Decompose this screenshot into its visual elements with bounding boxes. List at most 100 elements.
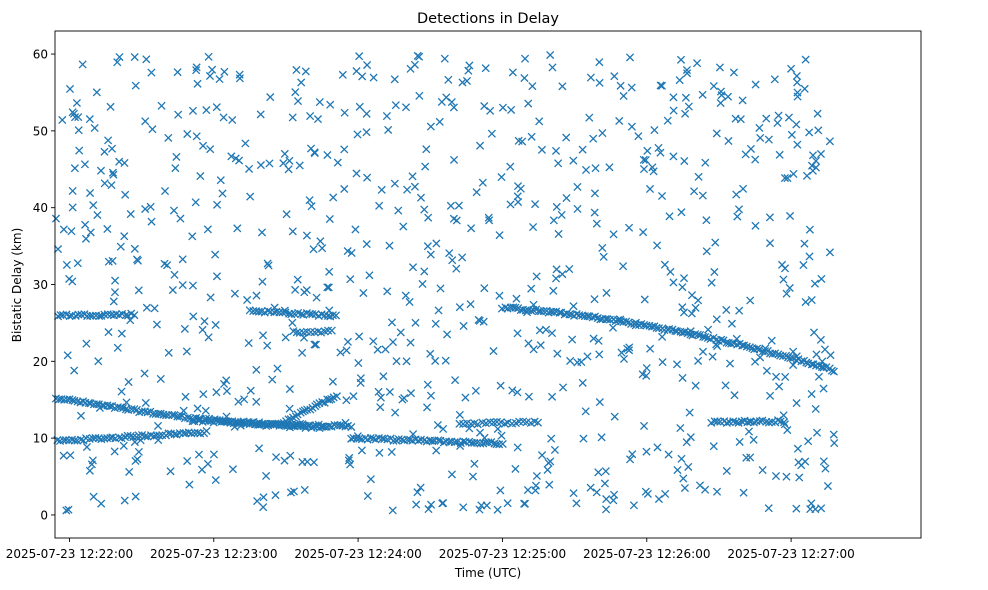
detection-marker <box>513 182 523 191</box>
detection-marker <box>363 60 372 70</box>
detection-marker <box>642 371 651 380</box>
detection-marker <box>173 68 182 77</box>
detection-marker <box>68 396 77 405</box>
detection-marker <box>482 501 491 510</box>
detection-marker <box>713 417 722 426</box>
detection-marker <box>610 490 619 499</box>
detection-marker <box>641 487 650 496</box>
detection-marker <box>653 241 662 250</box>
detection-marker <box>495 291 504 300</box>
detection-marker <box>639 228 648 237</box>
detection-marker <box>106 102 115 111</box>
detection-marker <box>619 262 628 271</box>
detection-marker <box>801 457 810 466</box>
detection-marker <box>380 434 389 444</box>
detection-marker <box>408 172 417 181</box>
detection-marker <box>506 200 515 209</box>
detection-marker <box>653 443 662 452</box>
detection-marker <box>786 353 795 363</box>
detection-marker <box>291 285 300 294</box>
detection-marker <box>405 297 414 307</box>
detection-marker <box>426 391 436 400</box>
detection-marker <box>406 338 415 347</box>
detection-marker <box>424 213 433 222</box>
detection-marker <box>113 343 122 352</box>
detection-marker <box>130 52 139 62</box>
detection-marker <box>536 341 545 350</box>
detection-marker <box>202 106 211 115</box>
detection-marker <box>384 125 393 134</box>
detection-marker <box>292 65 301 75</box>
detection-marker <box>814 126 823 135</box>
detection-marker <box>664 450 673 459</box>
detection-marker <box>732 190 741 199</box>
detection-marker <box>150 304 159 313</box>
detection-marker <box>597 433 606 442</box>
detection-marker <box>793 140 802 149</box>
detection-marker <box>147 217 156 226</box>
detection-marker <box>343 337 352 346</box>
detection-marker <box>420 267 429 276</box>
detection-marker <box>258 277 267 286</box>
detection-marker <box>787 130 796 139</box>
detection-marker <box>431 356 440 366</box>
detection-marker <box>648 163 657 172</box>
detection-marker <box>445 249 454 258</box>
detection-marker <box>785 283 794 293</box>
detection-marker <box>792 399 801 408</box>
detection-marker <box>436 284 445 293</box>
detection-marker <box>639 165 649 174</box>
detection-marker <box>825 137 834 146</box>
detection-marker <box>257 228 267 237</box>
x-tick-label: 2025-07-23 12:23:00 <box>150 547 277 561</box>
detection-marker <box>698 347 708 356</box>
detection-marker <box>100 179 109 188</box>
detection-marker <box>665 212 674 221</box>
detection-marker <box>558 270 567 279</box>
detection-marker <box>435 117 444 126</box>
detection-marker <box>577 357 586 367</box>
detection-marker <box>332 392 341 401</box>
detection-marker <box>807 499 816 508</box>
detection-marker <box>374 387 383 396</box>
detection-marker <box>578 145 587 154</box>
detection-marker <box>389 436 398 445</box>
detection-marker <box>779 275 788 284</box>
detection-marker <box>794 458 803 467</box>
detection-marker <box>439 499 448 508</box>
detection-marker <box>336 348 345 357</box>
detection-marker <box>686 433 695 442</box>
detection-marker <box>497 173 506 182</box>
detection-marker <box>66 451 75 460</box>
detection-marker <box>767 336 776 345</box>
detection-marker <box>594 468 603 477</box>
y-tick-label: 60 <box>33 48 48 62</box>
detection-marker <box>349 392 358 401</box>
detection-marker <box>273 364 282 373</box>
detection-marker <box>354 358 363 368</box>
detection-marker <box>619 91 628 101</box>
detection-marker <box>147 68 156 77</box>
detection-marker <box>812 350 821 359</box>
detection-marker <box>355 102 364 111</box>
detection-marker <box>325 306 334 315</box>
detection-marker <box>203 459 213 468</box>
detection-marker <box>286 488 296 497</box>
detection-marker <box>205 71 215 81</box>
detection-marker <box>558 383 568 392</box>
detection-marker <box>318 398 327 407</box>
detection-marker <box>328 311 337 320</box>
detection-marker <box>616 81 625 90</box>
detection-marker <box>489 418 498 427</box>
detection-marker <box>684 462 693 471</box>
detection-marker <box>680 483 689 493</box>
detection-marker <box>511 464 520 473</box>
detection-marker <box>191 198 200 207</box>
detection-marker <box>610 72 619 81</box>
detection-marker <box>598 243 607 252</box>
detection-marker <box>520 73 529 83</box>
detection-marker <box>722 305 731 315</box>
detection-marker <box>253 497 262 506</box>
detection-marker <box>802 358 811 367</box>
detection-marker <box>415 91 424 100</box>
